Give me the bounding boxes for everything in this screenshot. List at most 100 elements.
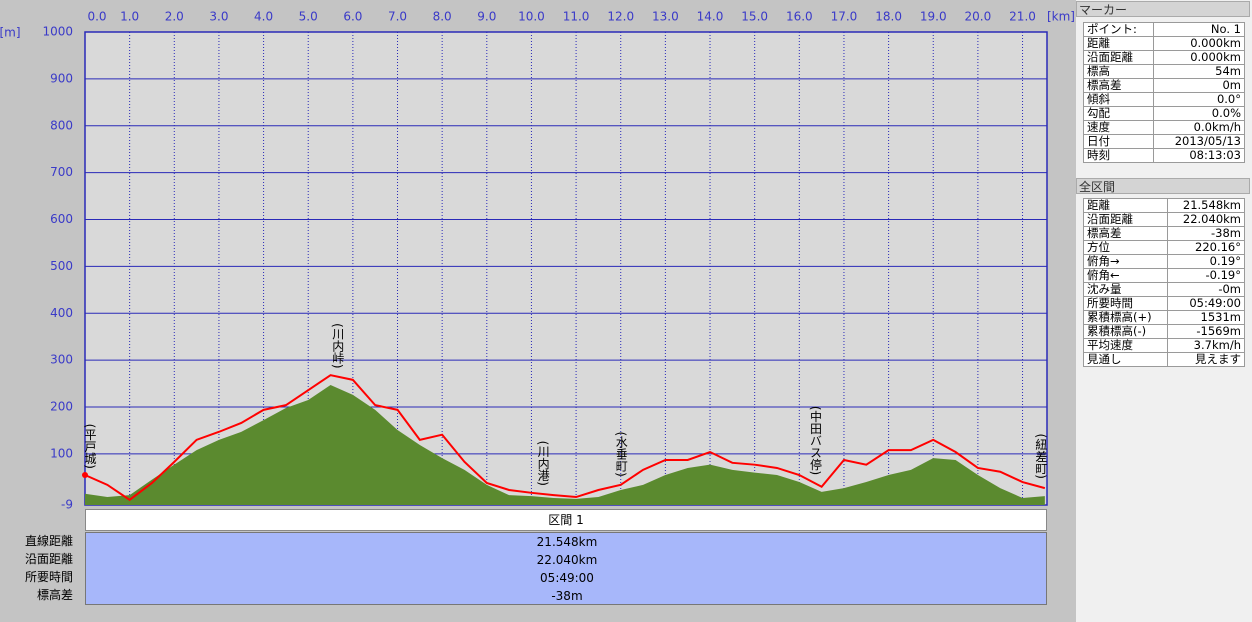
label-cell: 標高差 — [1082, 78, 1155, 93]
table-row: 時刻 08:13:03 — [1082, 148, 1245, 163]
place-annotation: (中田バス停) — [808, 406, 822, 475]
summary-label: 所要時間 — [24, 570, 73, 584]
place-annotation: (川内港) — [536, 441, 550, 486]
value-cell: 0.000km — [1153, 50, 1245, 65]
label-cell: 日付 — [1082, 134, 1155, 149]
x-tick-label: 6.0 — [343, 10, 362, 24]
table-row: 沿面距離 0.000km — [1082, 50, 1245, 65]
label-cell: 累積標高(+) — [1082, 310, 1169, 325]
label-cell: 速度 — [1082, 120, 1155, 135]
x-tick-label: 16.0 — [786, 10, 813, 24]
x-tick-label: 0.0 — [87, 10, 106, 24]
x-tick-label: 15.0 — [741, 10, 768, 24]
y-tick-label: 400 — [50, 306, 73, 320]
elevation-area — [85, 384, 1045, 505]
table-row: 俯角← -0.19° — [1082, 268, 1245, 283]
y-tick-label: 600 — [50, 212, 73, 226]
table-row: 沿面距離 22.040km — [1082, 212, 1245, 227]
x-tick-label: 13.0 — [652, 10, 679, 24]
y-tick-label: 100 — [50, 446, 73, 460]
label-cell: 平均速度 — [1082, 338, 1169, 353]
table-row: 日付 2013/05/13 — [1082, 134, 1245, 149]
value-cell: 0.000km — [1153, 36, 1245, 51]
summary-value: -38m — [551, 589, 583, 603]
place-annotation: (川内峠) — [331, 323, 345, 368]
value-cell: 2013/05/13 — [1153, 134, 1245, 149]
label-cell: 累積標高(-) — [1082, 324, 1169, 339]
value-cell: -0m — [1167, 282, 1245, 297]
value-cell: 0.0% — [1153, 106, 1245, 121]
x-tick-label: 9.0 — [477, 10, 496, 24]
table-row: 勾配 0.0% — [1082, 106, 1245, 121]
table-row: 方位 220.16° — [1082, 240, 1245, 255]
label-cell: ポイント: — [1082, 22, 1155, 37]
value-cell: 1531m — [1167, 310, 1245, 325]
value-cell: 220.16° — [1167, 240, 1245, 255]
x-tick-label: 8.0 — [433, 10, 452, 24]
marker-point — [82, 471, 88, 478]
x-tick-label: 1.0 — [120, 10, 139, 24]
value-cell: -0.19° — [1167, 268, 1245, 283]
x-tick-label: 3.0 — [209, 10, 228, 24]
x-axis-unit: [km] — [1047, 10, 1075, 24]
y-tick-label: 200 — [50, 400, 73, 414]
value-cell: 0.0km/h — [1153, 120, 1245, 135]
label-cell: 距離 — [1082, 198, 1169, 213]
table-row: 距離 21.548km — [1082, 198, 1245, 213]
label-cell: 所要時間 — [1082, 296, 1169, 311]
value-cell: 08:13:03 — [1153, 148, 1245, 163]
label-cell: 勾配 — [1082, 106, 1155, 121]
table-row: 標高差 -38m — [1082, 226, 1245, 241]
x-tick-label: 4.0 — [254, 10, 273, 24]
label-cell: 方位 — [1082, 240, 1169, 255]
x-tick-label: 20.0 — [965, 10, 992, 24]
value-cell: 0m — [1153, 78, 1245, 93]
place-annotation: (紐差町) — [1034, 434, 1048, 479]
value-cell: No. 1 — [1153, 22, 1245, 37]
label-cell: 見通し — [1082, 352, 1169, 367]
table-row: 傾斜 0.0° — [1082, 92, 1245, 107]
x-tick-label: 19.0 — [920, 10, 947, 24]
summary-label: 沿面距離 — [24, 552, 73, 566]
summary-value: 05:49:00 — [540, 571, 594, 585]
table-row: 見通し 見えます — [1082, 352, 1245, 367]
label-cell: 傾斜 — [1082, 92, 1155, 107]
marker-table: ポイント: No. 1 距離 0.000km 沿面距離 0.000km 標高 54m 標高差 0m… — [1082, 22, 1245, 163]
x-tick-label: 2.0 — [165, 10, 184, 24]
x-tick-label: 10.0 — [518, 10, 545, 24]
table-row: 距離 0.000km — [1082, 36, 1245, 51]
value-cell: 54m — [1153, 64, 1245, 79]
place-annotation: (水垂町) — [614, 431, 628, 476]
label-cell: 俯角← — [1082, 268, 1169, 283]
label-cell: 沈み量 — [1082, 282, 1169, 297]
label-cell: 沿面距離 — [1082, 212, 1169, 227]
table-row: ポイント: No. 1 — [1082, 22, 1245, 37]
table-row: 俯角→ 0.19° — [1082, 254, 1245, 269]
label-cell: 時刻 — [1082, 148, 1155, 163]
label-cell: 標高 — [1082, 64, 1155, 79]
plot-area — [84, 31, 1048, 506]
section-header: 区間 1 — [85, 509, 1047, 531]
table-row: 累積標高(+) 1531m — [1082, 310, 1245, 325]
value-cell: 22.040km — [1167, 212, 1245, 227]
x-tick-label: 17.0 — [831, 10, 858, 24]
y-tick-label: 1000 — [42, 25, 73, 39]
section-summary: 21.548km 22.040km 05:49:00 -38m — [85, 532, 1047, 605]
side-panel: マーカー ポイント: No. 1 距離 0.000km 沿面距離 0.000km 標高 54m… — [1076, 0, 1252, 622]
value-cell: -38m — [1167, 226, 1245, 241]
label-cell: 標高差 — [1082, 226, 1169, 241]
y-tick-label: 800 — [50, 118, 73, 132]
table-row: 平均速度 3.7km/h — [1082, 338, 1245, 353]
summary-label: 標高差 — [36, 588, 73, 602]
label-cell: 俯角→ — [1082, 254, 1169, 269]
summary-label: 直線距離 — [24, 534, 73, 548]
value-cell: 見えます — [1167, 352, 1245, 367]
y-tick-label: 500 — [50, 259, 73, 273]
table-row: 速度 0.0km/h — [1082, 120, 1245, 135]
elevation-line — [84, 374, 1046, 502]
x-tick-label: 18.0 — [875, 10, 902, 24]
place-annotation: (平戸城) — [83, 424, 97, 469]
y-axis-unit: [m] — [0, 26, 21, 40]
value-cell: 21.548km — [1167, 198, 1245, 213]
